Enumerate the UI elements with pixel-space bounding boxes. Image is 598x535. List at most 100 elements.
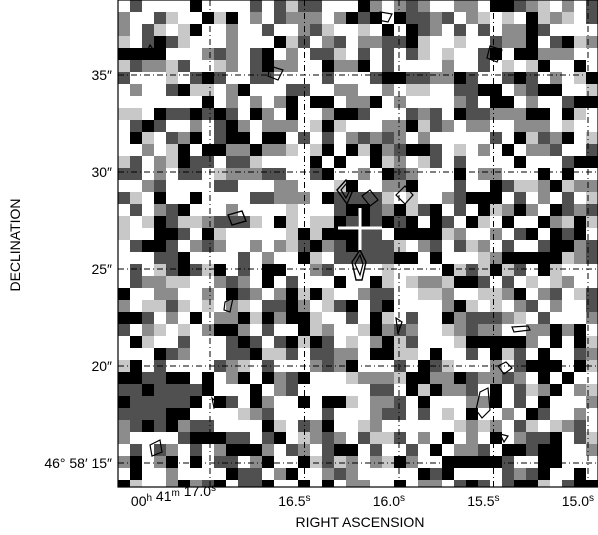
- map-pixel: [382, 288, 394, 300]
- map-pixel: [274, 300, 286, 312]
- map-pixel: [262, 60, 274, 72]
- map-pixel: [118, 312, 130, 324]
- map-pixel: [526, 384, 538, 396]
- map-pixel: [514, 444, 526, 456]
- map-pixel: [166, 456, 178, 468]
- map-pixel: [130, 192, 142, 204]
- map-pixel: [310, 432, 322, 444]
- map-pixel: [226, 276, 238, 288]
- map-pixel: [226, 84, 238, 96]
- contour: [223, 296, 234, 313]
- map-pixel: [394, 96, 406, 108]
- map-pixel: [394, 228, 406, 240]
- map-pixel: [142, 408, 154, 420]
- map-pixel: [586, 480, 598, 487]
- map-pixel: [394, 36, 406, 48]
- map-pixel: [466, 108, 478, 120]
- map-pixel: [274, 348, 286, 360]
- map-pixel: [382, 84, 394, 96]
- map-pixel: [574, 60, 586, 72]
- map-pixel: [586, 36, 598, 48]
- map-pixel: [322, 324, 334, 336]
- map-pixel: [430, 144, 442, 156]
- map-pixel: [382, 36, 394, 48]
- map-pixel: [538, 384, 550, 396]
- map-pixel: [166, 288, 178, 300]
- map-pixel: [262, 168, 274, 180]
- map-pixel: [166, 240, 178, 252]
- map-pixel: [514, 120, 526, 132]
- map-pixel: [502, 24, 514, 36]
- map-pixel: [346, 468, 358, 480]
- map-pixel: [166, 300, 178, 312]
- map-pixel: [502, 444, 514, 456]
- map-pixel: [466, 396, 478, 408]
- map-pixel: [418, 240, 430, 252]
- map-pixel: [346, 312, 358, 324]
- map-pixel: [442, 276, 454, 288]
- map-pixel: [538, 216, 550, 228]
- map-pixel: [526, 84, 538, 96]
- map-pixel: [214, 48, 226, 60]
- map-pixel: [550, 144, 562, 156]
- map-pixel: [286, 48, 298, 60]
- map-pixel: [190, 216, 202, 228]
- map-pixel: [406, 216, 418, 228]
- map-pixel: [526, 24, 538, 36]
- map-pixel: [286, 384, 298, 396]
- map-pixel: [442, 468, 454, 480]
- map-pixel: [550, 432, 562, 444]
- map-pixel: [250, 444, 262, 456]
- map-pixel: [490, 0, 502, 12]
- map-pixel: [346, 84, 358, 96]
- map-pixel: [586, 348, 598, 360]
- map-pixel: [214, 168, 226, 180]
- map-pixel: [346, 348, 358, 360]
- map-pixel: [166, 228, 178, 240]
- map-pixel: [322, 108, 334, 120]
- map-pixel: [274, 132, 286, 144]
- map-pixel: [502, 204, 514, 216]
- map-pixel: [478, 444, 490, 456]
- map-pixel: [154, 276, 166, 288]
- map-pixel: [382, 24, 394, 36]
- map-pixel: [550, 48, 562, 60]
- map-pixel: [418, 384, 430, 396]
- map-pixel: [514, 480, 526, 487]
- map-pixel: [562, 36, 574, 48]
- map-pixel: [490, 168, 502, 180]
- map-pixel: [274, 420, 286, 432]
- map-pixel: [526, 132, 538, 144]
- map-pixel: [418, 72, 430, 84]
- map-pixel: [466, 192, 478, 204]
- map-pixel: [118, 324, 130, 336]
- map-pixel: [370, 396, 382, 408]
- map-pixel: [370, 408, 382, 420]
- map-pixel: [430, 252, 442, 264]
- map-pixel: [226, 324, 238, 336]
- map-pixel: [250, 468, 262, 480]
- map-pixel: [418, 468, 430, 480]
- map-pixel: [442, 432, 454, 444]
- map-pixel: [538, 264, 550, 276]
- map-pixel: [466, 276, 478, 288]
- map-pixel: [274, 96, 286, 108]
- map-pixel: [442, 384, 454, 396]
- map-pixel: [262, 120, 274, 132]
- map-pixel: [154, 288, 166, 300]
- map-pixel: [214, 60, 226, 72]
- map-pixel: [466, 348, 478, 360]
- map-pixel: [190, 156, 202, 168]
- map-pixel: [154, 408, 166, 420]
- map-pixel: [538, 468, 550, 480]
- map-pixel: [382, 240, 394, 252]
- map-pixel: [154, 180, 166, 192]
- map-pixel: [478, 240, 490, 252]
- map-pixel: [166, 36, 178, 48]
- map-pixel: [538, 288, 550, 300]
- map-pixel: [574, 480, 586, 487]
- map-pixel: [358, 12, 370, 24]
- map-pixel: [526, 180, 538, 192]
- map-pixel: [262, 396, 274, 408]
- map-pixel: [334, 60, 346, 72]
